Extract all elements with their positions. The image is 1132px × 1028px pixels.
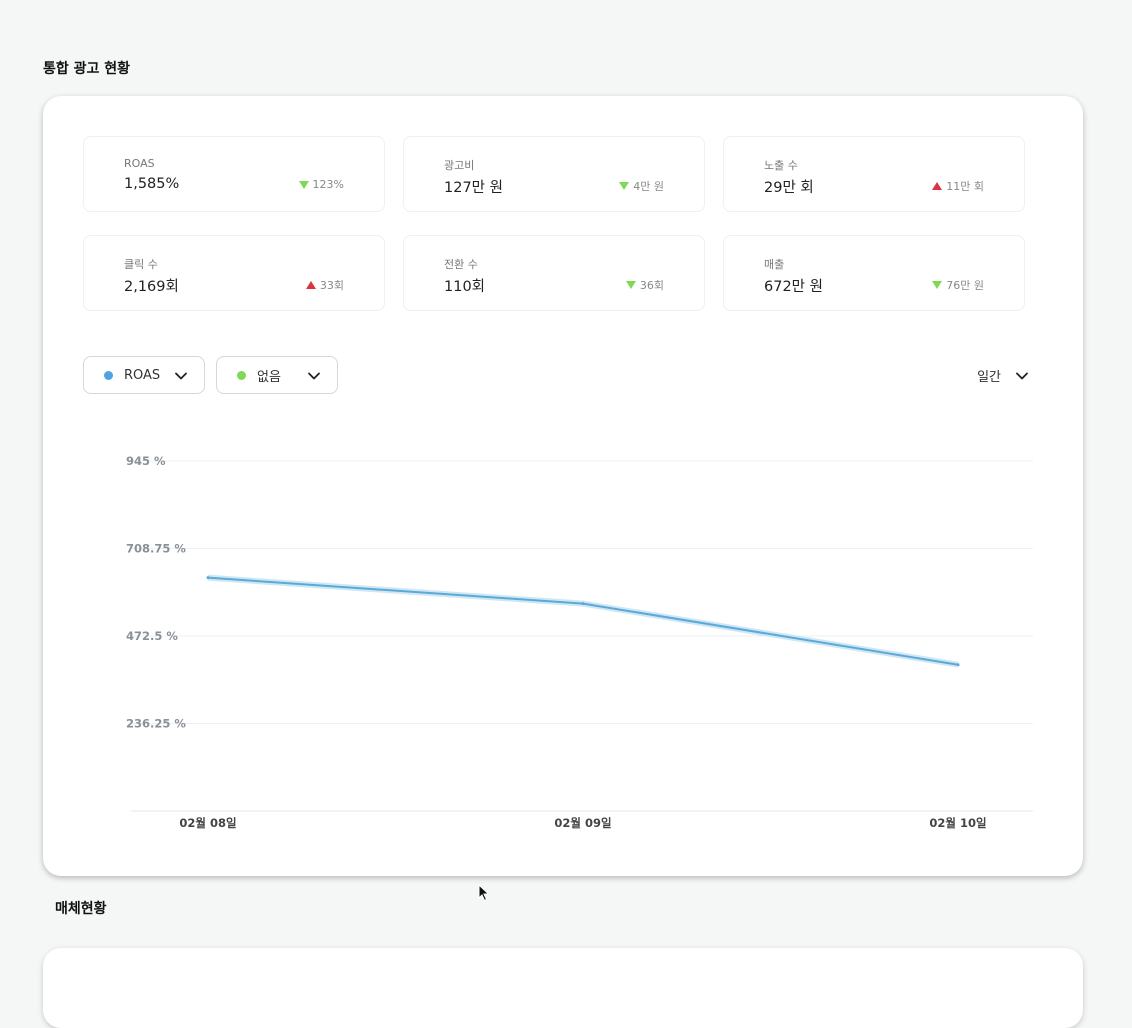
kpi-value: 110회 bbox=[444, 279, 486, 295]
chevron-down-icon bbox=[175, 372, 187, 380]
kpi-value: 127만 원 bbox=[444, 180, 503, 196]
y-tick-label: 472.5 % bbox=[126, 629, 178, 643]
series-line-shadow bbox=[207, 574, 959, 668]
y-tick-label: 708.75 % bbox=[126, 542, 186, 556]
kpi-change: 36회 bbox=[625, 277, 664, 293]
section-title-media-status: 매체현황 bbox=[55, 901, 107, 917]
kpi-change: 33회 bbox=[305, 277, 344, 293]
metric1-dropdown[interactable]: ROAS bbox=[83, 356, 205, 394]
data-point[interactable] bbox=[206, 576, 210, 580]
period-label: 일간 bbox=[977, 370, 1001, 385]
kpi-card: 클릭 수 2,169회 33회 bbox=[83, 235, 385, 311]
kpi-value: 1,585% bbox=[124, 176, 180, 192]
kpi-label: 전환 수 bbox=[444, 258, 478, 271]
triangle-down-icon bbox=[298, 180, 309, 189]
kpi-label: 노출 수 bbox=[764, 159, 798, 172]
kpi-change-value: 4만 원 bbox=[633, 180, 664, 193]
kpi-value: 2,169회 bbox=[124, 279, 179, 295]
kpi-card: 광고비 127만 원 4만 원 bbox=[403, 136, 705, 212]
kpi-change-value: 33회 bbox=[319, 279, 344, 292]
kpi-label: 매출 bbox=[764, 258, 785, 271]
kpi-card: 매출 672만 원 76만 원 bbox=[723, 235, 1025, 311]
metric1-dot-icon bbox=[104, 370, 113, 380]
x-tick-label: 02월 10일 bbox=[929, 816, 986, 830]
kpi-change: 4만 원 bbox=[619, 178, 664, 194]
kpi-card: 노출 수 29만 회 11만 회 bbox=[723, 136, 1025, 212]
x-tick-label: 02월 09일 bbox=[554, 816, 611, 830]
chevron-down-icon bbox=[1016, 372, 1028, 379]
mouse-cursor-icon bbox=[478, 884, 490, 902]
triangle-down-icon bbox=[932, 281, 943, 289]
kpi-change-value: 123% bbox=[312, 178, 344, 191]
kpi-change-value: 76만 원 bbox=[946, 279, 984, 292]
metric2-dot-icon bbox=[237, 370, 246, 380]
series-line-roas bbox=[207, 576, 959, 666]
kpi-change: 76만 원 bbox=[932, 277, 984, 293]
x-tick-label: 02월 08일 bbox=[179, 816, 236, 830]
data-point[interactable] bbox=[581, 602, 585, 606]
data-point[interactable] bbox=[956, 663, 960, 667]
chevron-down-icon bbox=[308, 372, 320, 380]
kpi-change-value: 36회 bbox=[639, 279, 664, 292]
kpi-card: 전환 수 110회 36회 bbox=[403, 235, 705, 311]
kpi-change-value: 11만 회 bbox=[946, 180, 984, 193]
metric2-dropdown[interactable]: 없음 bbox=[216, 356, 338, 394]
y-tick-label: 236.25 % bbox=[126, 717, 186, 731]
section-title-integrated-ads: 통합 광고 현황 bbox=[43, 61, 131, 77]
triangle-down-icon bbox=[619, 182, 630, 190]
kpi-card: ROAS 1,585% 123% bbox=[83, 136, 385, 212]
kpi-label: ROAS bbox=[124, 157, 155, 170]
kpi-value: 29만 회 bbox=[764, 180, 814, 196]
roas-line-chart: 945 % 708.75 % 472.5 % 236.25 % 02월 08일 02월 0… bbox=[126, 454, 1033, 830]
kpi-change: 123% bbox=[298, 178, 344, 191]
integrated-ads-card: ROAS 1,585% 123% 광고비 127만 원 4만 원 노출 수 29만 회 11만 … bbox=[43, 96, 1083, 876]
media-status-card bbox=[43, 948, 1083, 1028]
y-tick-label: 945 % bbox=[126, 454, 166, 468]
period-dropdown[interactable]: 일간 bbox=[977, 366, 1029, 385]
metric2-label: 없음 bbox=[257, 369, 281, 385]
triangle-up-icon bbox=[305, 281, 316, 289]
metric1-label: ROAS bbox=[124, 367, 161, 383]
kpi-change: 11만 회 bbox=[932, 178, 984, 194]
triangle-down-icon bbox=[625, 281, 636, 289]
triangle-up-icon bbox=[932, 182, 943, 190]
kpi-value: 672만 원 bbox=[764, 279, 823, 295]
kpi-label: 클릭 수 bbox=[124, 258, 158, 271]
kpi-label: 광고비 bbox=[444, 159, 475, 172]
